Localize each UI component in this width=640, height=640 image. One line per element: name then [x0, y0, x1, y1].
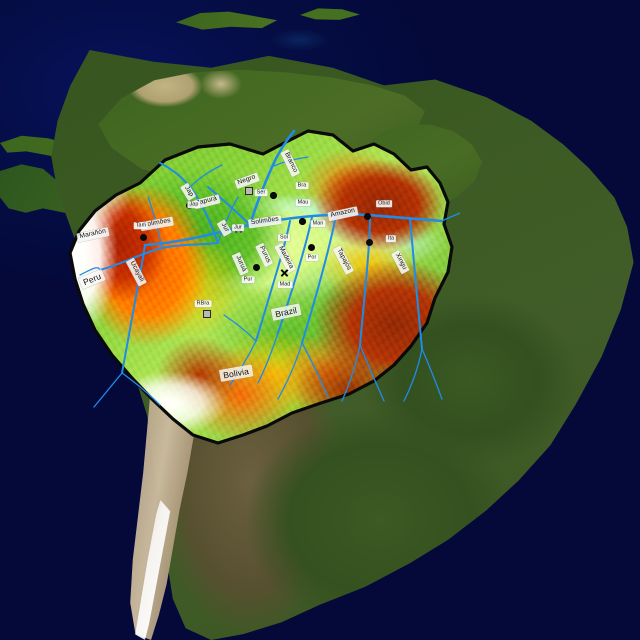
puerto-rico-landmass	[300, 8, 360, 20]
gauge-station-marker-obid[interactable]	[364, 213, 371, 220]
country-label-brazil: Brazil	[270, 303, 302, 321]
gauge-station-marker-rbra[interactable]	[203, 310, 211, 318]
gauge-station-label-pur: Pur	[241, 276, 255, 284]
river-label-juru: Juruá	[231, 251, 249, 277]
gauge-station-label-mau: Mau	[295, 199, 311, 207]
gauge-station-marker-ser[interactable]	[245, 187, 253, 195]
gauge-station-marker-mad[interactable]	[280, 268, 289, 277]
river-label-amazon: Amazon	[327, 206, 359, 222]
gauge-station-label-jap: Jap	[187, 201, 201, 209]
river-label-solimes: Solimões	[247, 215, 283, 229]
gauge-station-label-tam: Tam	[133, 222, 149, 230]
river-label-xingu: Xingu	[390, 249, 410, 275]
gauge-station-label-mad: Mad	[277, 281, 293, 289]
gauge-station-label-ser: Ser	[254, 189, 268, 197]
gauge-station-marker-sol[interactable]	[299, 218, 306, 225]
gauge-station-marker-por[interactable]	[308, 244, 315, 251]
hispaniola-landmass	[176, 11, 278, 30]
river-label-ucayali: Ucayali	[125, 257, 147, 287]
gauge-station-label-por: Por	[305, 254, 319, 262]
gauge-station-label-obid: Obid	[376, 200, 392, 208]
gauge-station-label-ita: Ita	[385, 235, 397, 243]
gauge-station-marker-ita[interactable]	[366, 239, 373, 246]
gauge-station-label-rbra: RBra	[194, 300, 212, 308]
gauge-station-label-man: Man	[310, 220, 326, 228]
river-label-branco: Branco	[279, 148, 301, 178]
country-label-bolivia: Bolivia	[218, 364, 254, 382]
gauge-station-label-bra: Bra	[295, 182, 309, 190]
river-label-tapajs: Tapajós	[332, 245, 354, 275]
gauge-station-marker-tam[interactable]	[140, 234, 147, 241]
gauge-station-marker-pur[interactable]	[253, 264, 260, 271]
river-label-maran: Marañón	[76, 227, 110, 243]
gauge-station-marker-mau[interactable]	[270, 192, 277, 199]
gauge-station-label-jur: Jur	[232, 224, 244, 232]
river-label-jur: Jur	[216, 219, 232, 237]
country-label-peru: Peru	[78, 268, 106, 290]
river-label-jap: Jap	[179, 182, 197, 202]
gauge-station-label-sol: Sol	[277, 234, 291, 242]
